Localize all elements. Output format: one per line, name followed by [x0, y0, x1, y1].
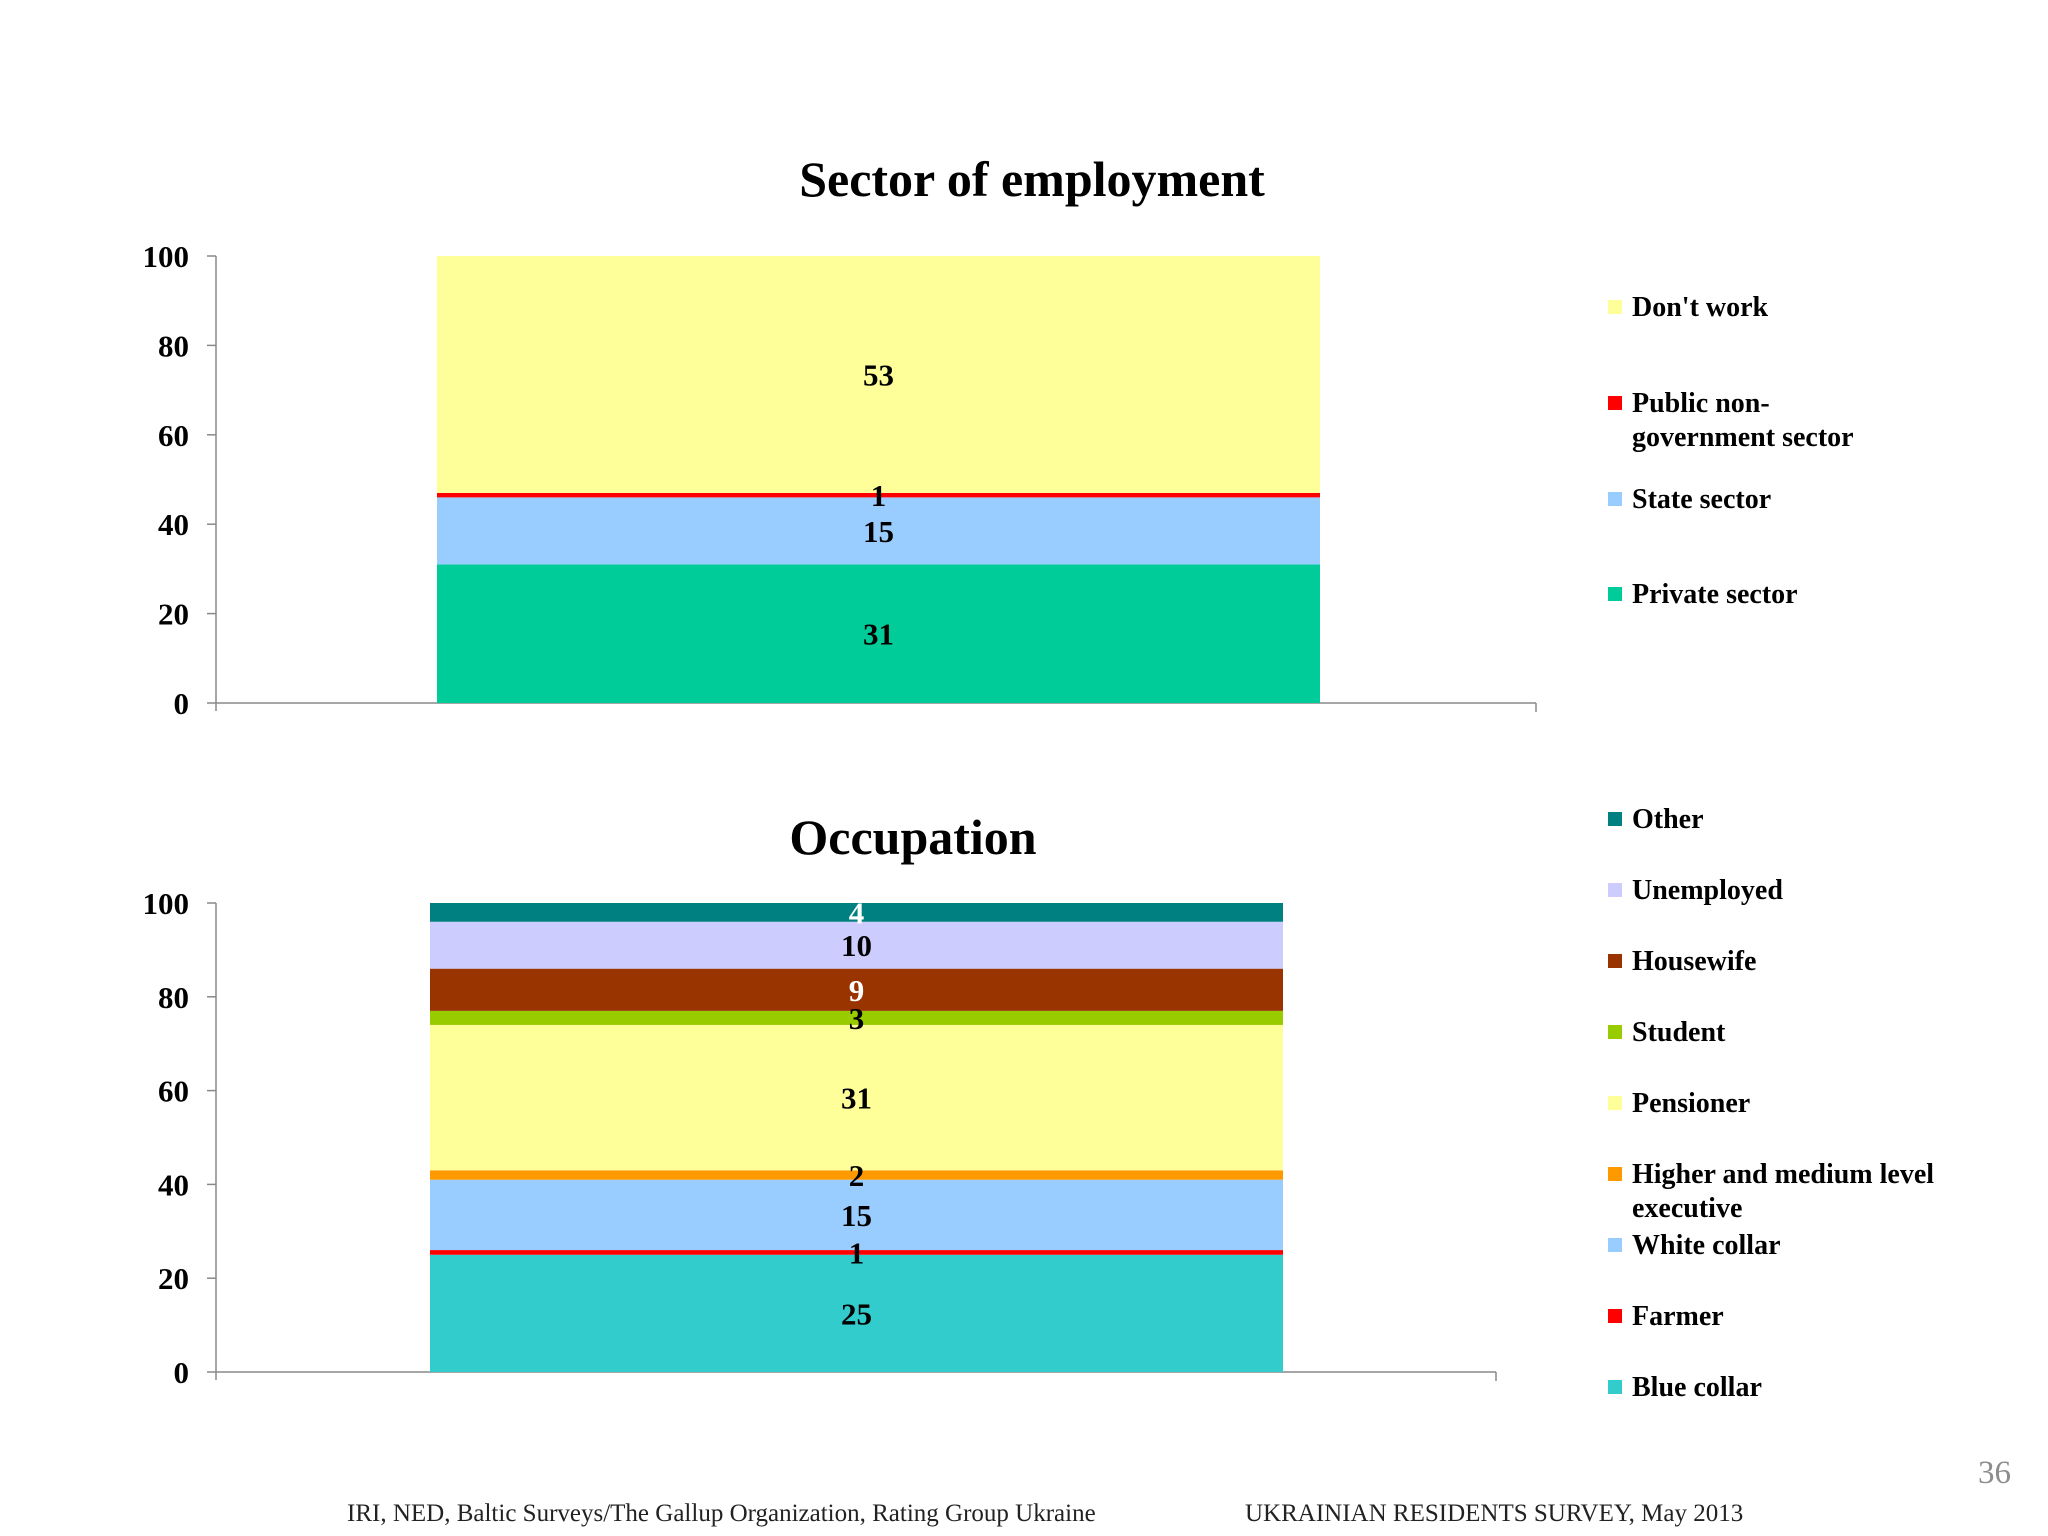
- y-tick-label: 40: [158, 507, 189, 542]
- bar-segment: [437, 256, 1320, 493]
- data-label: 9: [849, 973, 865, 1008]
- footer-source: IRI, NED, Baltic Surveys/The Gallup Orga…: [347, 1500, 1096, 1527]
- legend-swatch: [1608, 1380, 1622, 1394]
- data-label: 2: [849, 1158, 865, 1193]
- legend-label: executive: [1632, 1193, 1742, 1224]
- y-tick-label: 0: [174, 1355, 190, 1390]
- data-label: 31: [863, 617, 894, 652]
- y-tick-label: 80: [158, 980, 189, 1015]
- page-number: 36: [1978, 1455, 2011, 1491]
- data-label: 25: [841, 1296, 872, 1331]
- legend-swatch: [1608, 1025, 1622, 1039]
- legend-label: Student: [1632, 1017, 1726, 1048]
- data-label: 1: [871, 478, 887, 513]
- footer-survey: UKRAINIAN RESIDENTS SURVEY, May 2013: [1245, 1500, 1744, 1527]
- bar-segment: [430, 1010, 1283, 1025]
- legend-label: Public non-: [1632, 388, 1770, 419]
- legend-swatch: [1608, 1238, 1622, 1252]
- chart-title: Occupation: [789, 809, 1036, 865]
- legend-label: Pensioner: [1632, 1088, 1750, 1119]
- data-label: 53: [863, 357, 894, 392]
- y-tick-label: 80: [158, 328, 189, 363]
- bar-segment: [430, 921, 1283, 969]
- legend-label: Blue collar: [1632, 1372, 1762, 1403]
- data-label: 10: [841, 928, 872, 963]
- legend-swatch: [1608, 1096, 1622, 1110]
- legend-label: White collar: [1632, 1230, 1781, 1261]
- legend-label: Unemployed: [1632, 875, 1783, 906]
- y-tick-label: 40: [158, 1167, 189, 1202]
- y-tick-label: 60: [158, 1074, 189, 1109]
- data-label: 3: [849, 1001, 865, 1036]
- legend-swatch: [1608, 883, 1622, 897]
- data-label: 15: [841, 1198, 872, 1233]
- legend-label: Housewife: [1632, 946, 1756, 977]
- legend-swatch: [1608, 300, 1622, 314]
- data-label: 1: [849, 1235, 865, 1270]
- legend-label: Don't work: [1632, 292, 1769, 323]
- legend-swatch: [1608, 492, 1622, 506]
- legend-swatch: [1608, 1167, 1622, 1181]
- legend-swatch: [1608, 954, 1622, 968]
- legend-label: Private sector: [1632, 579, 1798, 610]
- legend-label: Other: [1632, 804, 1704, 835]
- y-tick-label: 20: [158, 597, 189, 632]
- data-label: 4: [849, 895, 865, 930]
- bar-segment: [430, 968, 1283, 1011]
- legend-label: government sector: [1632, 422, 1854, 453]
- bar-segment: [437, 497, 1320, 565]
- bar-segment: [437, 564, 1320, 703]
- legend-swatch: [1608, 587, 1622, 601]
- y-tick-label: 100: [143, 886, 190, 921]
- y-tick-label: 60: [158, 418, 189, 453]
- y-tick-label: 0: [174, 686, 190, 721]
- chart-title: Sector of employment: [799, 151, 1265, 207]
- legend-label: State sector: [1632, 484, 1771, 515]
- legend-swatch: [1608, 1309, 1622, 1323]
- legend-swatch: [1608, 396, 1622, 410]
- bar-segment: [430, 1170, 1283, 1180]
- bar-segment: [430, 1250, 1283, 1255]
- data-label: 31: [841, 1081, 872, 1116]
- legend-label: Farmer: [1632, 1301, 1724, 1332]
- bar-segment: [430, 1024, 1283, 1171]
- bar-segment: [430, 903, 1283, 922]
- bar-segment: [430, 1179, 1283, 1251]
- bar-segment: [437, 492, 1320, 498]
- bar-segment: [430, 1254, 1283, 1372]
- data-label: 15: [863, 514, 894, 549]
- y-tick-label: 20: [158, 1261, 189, 1296]
- legend-label: Higher and medium level: [1632, 1159, 1934, 1190]
- legend-swatch: [1608, 812, 1622, 826]
- y-tick-label: 100: [143, 239, 190, 274]
